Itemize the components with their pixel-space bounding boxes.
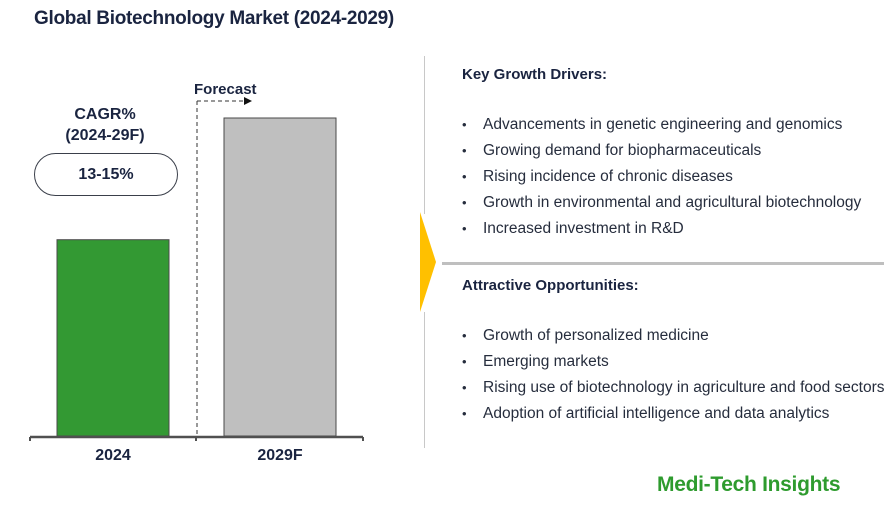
list-item: Emerging markets	[462, 349, 885, 375]
list-item: Rising incidence of chronic diseases	[462, 164, 861, 190]
vertical-divider-bottom	[424, 312, 425, 448]
section-divider	[442, 262, 884, 265]
vertical-divider-top	[424, 56, 425, 214]
market-bar-chart	[29, 97, 364, 441]
cagr-label-line2: (2024-29F)	[65, 127, 145, 144]
key-growth-drivers-heading: Key Growth Drivers:	[462, 66, 608, 83]
page-title: Global Biotechnology Market (2024-2029)	[34, 8, 394, 29]
forecast-label: Forecast	[194, 81, 257, 98]
list-item: Growing demand for biopharmaceuticals	[462, 138, 861, 164]
cagr-label: CAGR% (2024-29F)	[40, 104, 170, 146]
x-tick-label-2029f: 2029F	[257, 447, 303, 464]
cagr-value: 13-15%	[78, 165, 134, 183]
cagr-label-line1: CAGR%	[74, 106, 136, 123]
x-tick-label-2024: 2024	[95, 447, 131, 464]
key-growth-drivers-list: Advancements in genetic engineering and …	[462, 112, 861, 242]
list-item: Adoption of artificial intelligence and …	[462, 401, 885, 427]
list-item: Advancements in genetic engineering and …	[462, 112, 861, 138]
brand-logo-text: Medi-Tech Insights	[657, 473, 841, 496]
list-item: Increased investment in R&D	[462, 216, 861, 242]
bar-2024	[56, 239, 170, 437]
list-item: Growth of personalized medicine	[462, 323, 885, 349]
attractive-opportunities-list: Growth of personalized medicine Emerging…	[462, 323, 885, 427]
cagr-value-pill: 13-15%	[34, 153, 178, 196]
bar-2029f	[223, 117, 337, 437]
list-item: Growth in environmental and agricultural…	[462, 190, 861, 216]
chevron-right-icon	[420, 212, 436, 312]
attractive-opportunities-heading: Attractive Opportunities:	[462, 277, 639, 294]
list-item: Rising use of biotechnology in agricultu…	[462, 375, 885, 401]
forecast-arrow-head	[244, 97, 252, 105]
